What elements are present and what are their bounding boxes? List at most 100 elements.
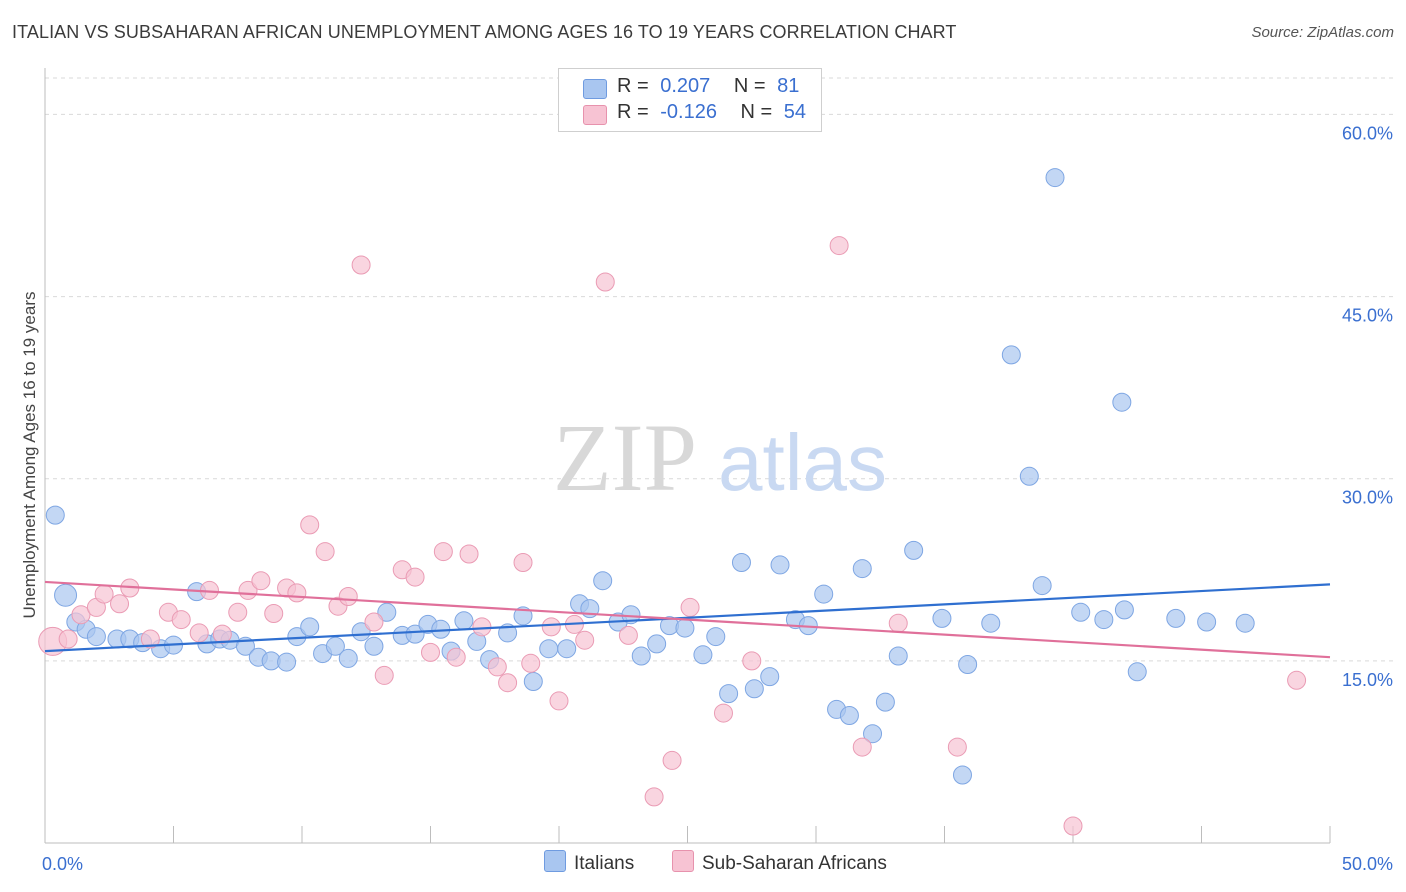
x-tick-label-50: 50.0% xyxy=(1342,854,1393,874)
point-subsaharan xyxy=(171,610,191,630)
point-subsaharan xyxy=(829,236,849,256)
point-italians xyxy=(86,627,106,647)
point-italians xyxy=(1127,662,1147,682)
trend-line-subsaharan xyxy=(44,580,1331,659)
point-italians xyxy=(593,571,613,591)
point-subsaharan xyxy=(251,571,271,591)
point-subsaharan xyxy=(498,673,518,693)
point-italians xyxy=(351,622,371,642)
watermark-atlas: atlas xyxy=(718,418,887,507)
legend-r-value: -0.126 xyxy=(660,101,717,123)
point-italians xyxy=(760,667,780,687)
point-italians xyxy=(744,679,764,699)
point-italians xyxy=(888,646,908,666)
legend-r-label: R = xyxy=(617,101,649,123)
point-italians xyxy=(852,559,872,579)
point-italians xyxy=(675,618,695,638)
point-italians xyxy=(523,672,543,691)
point-subsaharan xyxy=(228,602,248,622)
point-subsaharan xyxy=(644,787,664,807)
point-subsaharan xyxy=(446,647,466,667)
point-italians xyxy=(1045,168,1065,188)
point-italians xyxy=(647,634,667,654)
point-subsaharan xyxy=(549,691,569,711)
point-subsaharan xyxy=(852,737,872,757)
bottom-legend-swatch-italians xyxy=(544,850,566,872)
bottom-legend-label-subsaharan: Sub-Saharan Africans xyxy=(702,853,887,874)
point-italians xyxy=(513,606,533,626)
point-subsaharan xyxy=(212,624,232,644)
y-axis-label: Unemployment Among Ages 16 to 19 years xyxy=(20,291,39,619)
legend-n-label: N = xyxy=(733,75,766,97)
watermark-zip: ZIP xyxy=(553,404,697,511)
y-tick-label: 15.0% xyxy=(1342,670,1393,690)
point-subsaharan xyxy=(338,587,358,606)
point-subsaharan xyxy=(58,629,78,649)
point-italians xyxy=(45,505,65,525)
trend-line-italians xyxy=(44,583,1331,653)
chart-title: ITALIAN VS SUBSAHARAN AFRICAN UNEMPLOYME… xyxy=(12,22,957,42)
point-subsaharan xyxy=(421,642,440,662)
point-italians xyxy=(1001,345,1021,365)
point-subsaharan xyxy=(405,567,425,587)
trend-lines xyxy=(44,580,1331,659)
gridlines xyxy=(45,77,1393,662)
point-subsaharan xyxy=(364,612,384,632)
x-tick-label-0: 0.0% xyxy=(42,854,83,874)
point-italians xyxy=(325,636,345,656)
point-subsaharan xyxy=(487,657,507,677)
point-subsaharan xyxy=(1063,816,1083,836)
y-tick-label: 30.0% xyxy=(1342,488,1393,508)
point-subsaharan xyxy=(351,255,371,275)
bottom-legend-swatch-subsaharan xyxy=(672,850,694,872)
point-italians xyxy=(338,648,358,668)
y-tick-label: 45.0% xyxy=(1342,306,1393,326)
point-italians xyxy=(1112,392,1132,412)
point-italians xyxy=(1071,602,1091,622)
y-tick-labels: 15.0% 30.0% 45.0% 60.0% xyxy=(1342,123,1393,689)
point-subsaharan xyxy=(110,594,130,614)
point-italians xyxy=(706,627,726,647)
bottom-legend-label-italians: Italians xyxy=(574,853,635,874)
point-italians xyxy=(1235,613,1255,633)
x-ticks xyxy=(44,826,1331,843)
point-italians xyxy=(1114,600,1134,620)
point-subsaharan xyxy=(264,604,284,623)
point-subsaharan xyxy=(742,651,762,671)
legend-n-label: N = xyxy=(740,101,773,123)
point-subsaharan xyxy=(1287,670,1307,690)
bottom-legend-italians: Italians xyxy=(544,850,634,875)
point-italians xyxy=(719,684,739,704)
data-points xyxy=(38,168,1307,836)
legend-swatch-italians xyxy=(583,79,607,99)
point-italians xyxy=(539,639,559,659)
point-italians xyxy=(770,555,790,575)
legend-swatch-subsaharan xyxy=(583,105,607,125)
point-italians xyxy=(557,639,577,659)
point-subsaharan xyxy=(472,617,492,637)
point-italians xyxy=(1094,610,1114,630)
point-italians xyxy=(875,692,895,712)
point-subsaharan xyxy=(71,605,91,625)
point-italians xyxy=(904,540,924,560)
point-italians xyxy=(1166,608,1186,628)
point-subsaharan xyxy=(140,629,160,649)
point-italians xyxy=(693,645,713,665)
point-subsaharan xyxy=(300,515,320,535)
point-subsaharan xyxy=(541,617,561,637)
point-subsaharan xyxy=(595,272,615,292)
point-italians xyxy=(54,583,78,607)
point-italians xyxy=(952,765,972,785)
legend-r-value: 0.207 xyxy=(660,75,711,97)
legend-n-value: 81 xyxy=(777,75,800,97)
point-subsaharan xyxy=(947,737,967,757)
point-subsaharan xyxy=(680,597,700,617)
correlation-legend: R = 0.207 N = 81 R = -0.126 N = 54 xyxy=(558,68,822,132)
point-italians xyxy=(839,706,859,725)
point-italians xyxy=(863,724,883,744)
legend-n-value: 54 xyxy=(783,101,807,123)
point-subsaharan xyxy=(315,542,335,562)
legend-r-label: R = xyxy=(617,75,649,97)
point-subsaharan xyxy=(713,703,733,723)
point-subsaharan xyxy=(521,653,541,673)
